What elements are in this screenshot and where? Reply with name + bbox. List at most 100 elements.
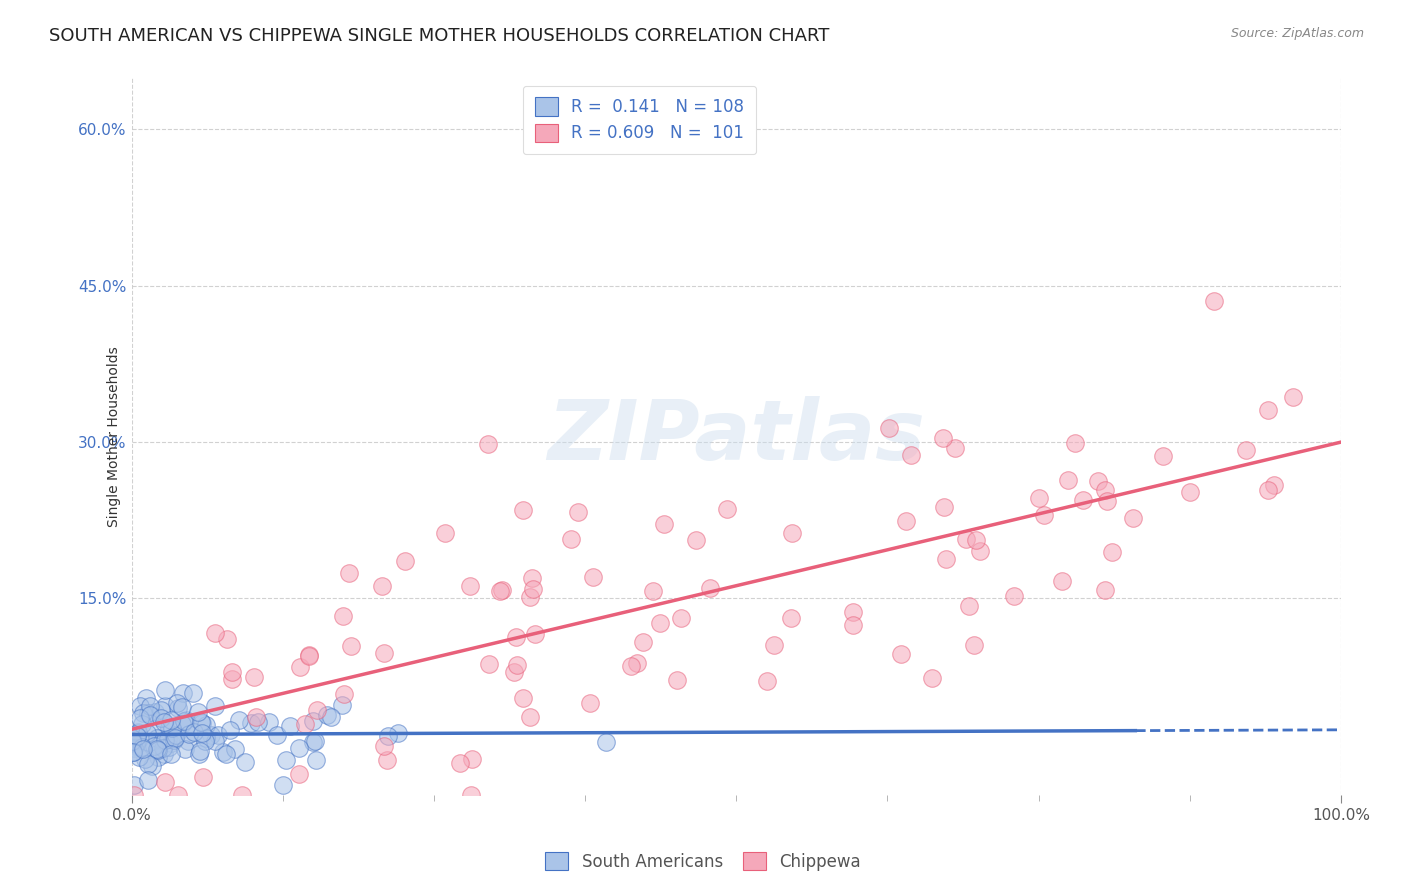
Point: [304, 753, 326, 767]
Point: [648, 616, 671, 631]
Point: [963, 638, 986, 652]
Point: [519, 710, 541, 724]
Point: [127, 726, 149, 740]
Point: [652, 516, 675, 531]
Point: [316, 708, 339, 723]
Point: [173, 714, 195, 729]
Point: [1057, 473, 1080, 487]
Point: [141, 759, 163, 773]
Point: [122, 741, 145, 756]
Point: [301, 735, 323, 749]
Point: [965, 533, 987, 547]
Point: [235, 756, 257, 770]
Text: Source: ZipAtlas.com: Source: ZipAtlas.com: [1230, 27, 1364, 40]
Point: [212, 745, 235, 759]
Point: [157, 721, 180, 735]
Point: [491, 582, 513, 597]
Point: [160, 736, 183, 750]
Point: [125, 727, 148, 741]
Point: [240, 715, 263, 730]
Point: [156, 732, 179, 747]
Point: [204, 626, 226, 640]
Point: [373, 739, 395, 753]
Point: [842, 617, 865, 632]
Point: [191, 726, 214, 740]
Point: [122, 735, 145, 749]
Point: [461, 752, 484, 766]
Point: [167, 700, 190, 714]
Point: [170, 699, 193, 714]
Point: [934, 500, 956, 515]
Point: [155, 698, 177, 713]
Point: [121, 745, 143, 759]
Point: [755, 674, 778, 689]
Point: [129, 731, 152, 746]
Point: [191, 770, 214, 784]
Point: [142, 722, 165, 736]
Point: [122, 778, 145, 792]
Point: [333, 687, 356, 701]
Point: [124, 730, 146, 744]
Point: [1064, 436, 1087, 450]
Point: [1033, 508, 1056, 523]
Point: [170, 717, 193, 731]
Point: [153, 715, 176, 730]
Point: [204, 733, 226, 747]
Point: [302, 714, 325, 728]
Point: [176, 713, 198, 727]
Point: [224, 741, 246, 756]
Point: [449, 756, 471, 770]
Point: [138, 735, 160, 749]
Point: [146, 731, 169, 745]
Point: [146, 750, 169, 764]
Point: [194, 731, 217, 745]
Point: [187, 747, 209, 761]
Point: [1028, 491, 1050, 505]
Point: [152, 741, 174, 756]
Point: [955, 533, 977, 547]
Point: [1263, 478, 1285, 492]
Point: [136, 756, 159, 771]
Point: [620, 659, 643, 673]
Point: [666, 673, 689, 687]
Point: [877, 421, 900, 435]
Point: [579, 697, 602, 711]
Point: [136, 773, 159, 788]
Point: [174, 742, 197, 756]
Point: [512, 691, 534, 706]
Point: [932, 431, 955, 445]
Point: [149, 703, 172, 717]
Point: [371, 579, 394, 593]
Point: [304, 733, 326, 747]
Point: [288, 767, 311, 781]
Point: [153, 775, 176, 789]
Point: [1071, 493, 1094, 508]
Point: [489, 583, 512, 598]
Point: [522, 582, 544, 596]
Point: [138, 708, 160, 723]
Point: [560, 532, 582, 546]
Point: [159, 740, 181, 755]
Point: [959, 599, 981, 613]
Point: [143, 739, 166, 753]
Point: [155, 733, 177, 747]
Legend: R =  0.141   N = 108, R = 0.609   N =  101: R = 0.141 N = 108, R = 0.609 N = 101: [523, 86, 756, 154]
Point: [896, 514, 918, 528]
Point: [165, 731, 187, 745]
Point: [595, 735, 617, 749]
Point: [1050, 574, 1073, 588]
Point: [167, 789, 190, 803]
Point: [125, 737, 148, 751]
Point: [943, 441, 966, 455]
Point: [245, 710, 267, 724]
Text: ZIPatlas: ZIPatlas: [547, 396, 925, 477]
Point: [582, 570, 605, 584]
Y-axis label: Single Mother Households: Single Mother Households: [107, 346, 121, 527]
Point: [195, 718, 218, 732]
Point: [125, 729, 148, 743]
Point: [298, 649, 321, 664]
Point: [567, 505, 589, 519]
Point: [121, 734, 143, 748]
Point: [138, 698, 160, 713]
Point: [1257, 402, 1279, 417]
